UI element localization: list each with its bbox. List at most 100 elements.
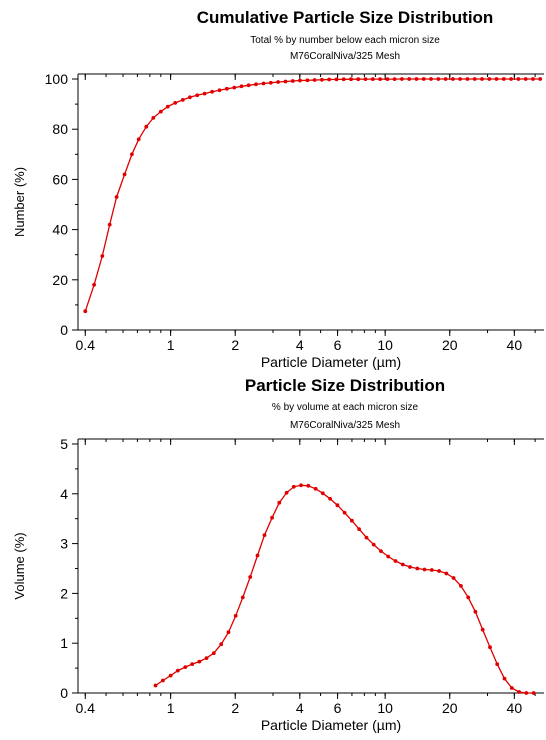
data-point bbox=[501, 77, 506, 81]
x-tick-label: 1 bbox=[167, 700, 175, 716]
data-point bbox=[473, 609, 478, 614]
x-tick-label: 40 bbox=[507, 337, 523, 353]
y-tick-label: 2 bbox=[60, 585, 68, 601]
chart-subtitle: % by volume at each micron size bbox=[271, 402, 419, 413]
data-point bbox=[175, 668, 180, 673]
data-point bbox=[429, 77, 433, 81]
cumulative-plot-area: 0.4 1 2 4 6 10 20 40 0 20 40 60 80 100 Particle Diamet… bbox=[12, 71, 544, 370]
data-point bbox=[370, 77, 375, 81]
data-point bbox=[225, 86, 229, 91]
data-point bbox=[443, 77, 448, 81]
data-point bbox=[158, 109, 163, 114]
data-point bbox=[400, 562, 405, 567]
y-axis-title: Volume (%) bbox=[12, 532, 27, 599]
data-point bbox=[429, 568, 434, 572]
data-point bbox=[480, 627, 485, 632]
data-point bbox=[239, 84, 244, 89]
x-tick-label: 40 bbox=[507, 700, 523, 716]
data-point bbox=[283, 79, 288, 84]
data-point bbox=[328, 496, 332, 501]
cumulative-distribution-chart: Cumulative Particle Size Distribution To… bbox=[12, 8, 544, 370]
x-tick-label: 6 bbox=[334, 700, 342, 716]
y-tick-label: 5 bbox=[60, 436, 68, 452]
data-point bbox=[414, 77, 419, 81]
data-point bbox=[444, 571, 449, 576]
data-point bbox=[327, 77, 331, 82]
data-point bbox=[153, 683, 158, 688]
data-point bbox=[305, 78, 310, 83]
chart-sample-name: M76CoralNiva/325 Mesh bbox=[289, 51, 401, 62]
data-point bbox=[290, 79, 295, 83]
data-point bbox=[248, 575, 253, 579]
data-point bbox=[210, 89, 215, 94]
x-axis-title: Particle Diameter (µm) bbox=[261, 717, 401, 733]
data-point bbox=[240, 595, 245, 600]
data-point bbox=[350, 518, 354, 523]
data-point bbox=[509, 77, 513, 81]
y-tick-label: 60 bbox=[52, 171, 68, 187]
data-point bbox=[161, 678, 165, 683]
data-point bbox=[299, 483, 303, 488]
data-point bbox=[219, 642, 224, 647]
data-point bbox=[190, 662, 195, 666]
data-point bbox=[502, 676, 507, 681]
chart-subtitle: Total % by number below each micron size bbox=[250, 35, 440, 46]
data-point bbox=[180, 98, 185, 102]
data-point bbox=[371, 542, 376, 547]
x-tick-label: 1 bbox=[167, 337, 175, 353]
data-point bbox=[261, 81, 266, 86]
data-point bbox=[451, 576, 456, 580]
y-tick-label: 0 bbox=[60, 685, 68, 701]
chart-title: Particle Size Distribution bbox=[244, 376, 446, 395]
data-point bbox=[400, 77, 404, 81]
series-line bbox=[155, 484, 534, 694]
data-point bbox=[313, 486, 318, 491]
data-point bbox=[136, 137, 141, 142]
data-point bbox=[195, 93, 200, 98]
data-point bbox=[226, 630, 231, 635]
data-point bbox=[379, 549, 383, 553]
x-tick-label: 10 bbox=[377, 700, 393, 716]
data-point bbox=[480, 77, 484, 81]
x-tick-label: 4 bbox=[296, 337, 304, 353]
x-tick-label: 10 bbox=[377, 337, 393, 353]
x-tick-label: 0.4 bbox=[76, 337, 96, 353]
y-tick-label: 20 bbox=[52, 272, 68, 288]
y-tick-label: 3 bbox=[60, 536, 68, 552]
series-line bbox=[84, 78, 541, 312]
data-point bbox=[356, 77, 361, 82]
data-point bbox=[268, 80, 273, 85]
data-point bbox=[517, 690, 521, 694]
data-point bbox=[531, 77, 535, 81]
data-point bbox=[254, 82, 258, 87]
data-point bbox=[488, 645, 492, 650]
y-axis-title: Number (%) bbox=[12, 167, 27, 237]
data-point bbox=[334, 77, 339, 82]
data-point bbox=[183, 665, 188, 669]
data-point bbox=[393, 559, 398, 563]
x-tick-label: 0.4 bbox=[76, 700, 96, 716]
data-point bbox=[495, 662, 500, 666]
chart-title: Cumulative Particle Size Distribution bbox=[196, 8, 494, 27]
data-point bbox=[408, 565, 412, 569]
data-point bbox=[421, 77, 426, 81]
data-point bbox=[436, 77, 441, 81]
data-point bbox=[83, 309, 88, 314]
data-point bbox=[217, 88, 222, 93]
data-point bbox=[422, 567, 427, 572]
data-point bbox=[472, 77, 477, 81]
data-point bbox=[92, 282, 96, 287]
data-point bbox=[114, 195, 119, 199]
x-tick-label: 20 bbox=[442, 700, 458, 716]
data-point bbox=[415, 566, 420, 571]
data-point bbox=[122, 172, 127, 177]
data-point bbox=[523, 77, 528, 81]
data-point bbox=[516, 77, 521, 81]
data-point bbox=[197, 659, 202, 664]
data-point bbox=[100, 254, 105, 258]
data-point bbox=[173, 101, 178, 105]
y-tick-label: 80 bbox=[52, 121, 68, 137]
data-point bbox=[246, 83, 251, 88]
x-tick-label: 6 bbox=[334, 337, 342, 353]
x-tick-label: 2 bbox=[231, 337, 239, 353]
